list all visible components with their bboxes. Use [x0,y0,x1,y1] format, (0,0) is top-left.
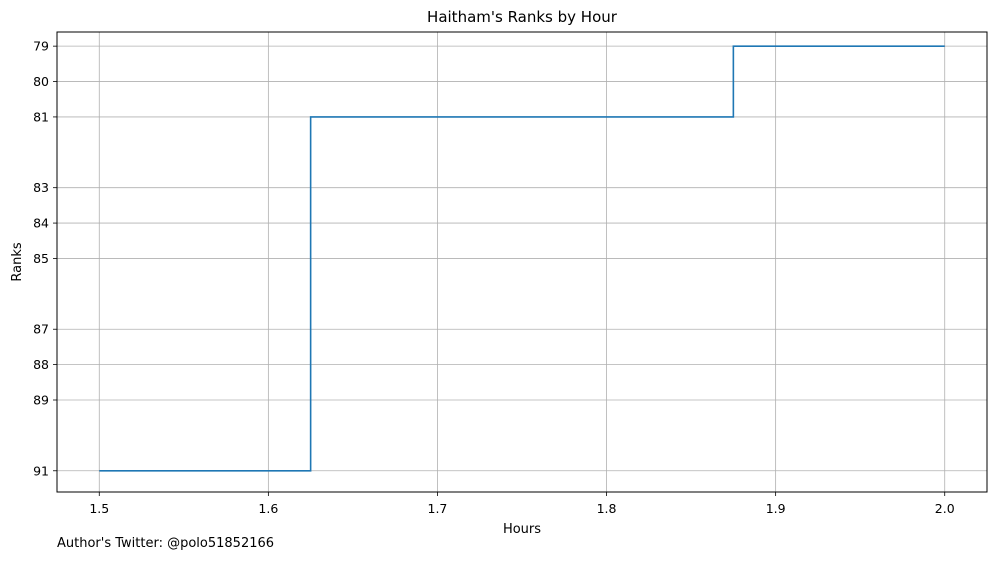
y-tick-label: 87 [33,322,49,337]
y-tick-label: 91 [33,463,49,478]
rank-step-line [99,45,945,472]
x-axis-label: Hours [503,522,541,537]
y-tick-label: 80 [33,74,49,89]
y-tick-label: 89 [33,393,49,408]
author-credit: Author's Twitter: @polo51852166 [57,536,275,551]
series-group [99,45,945,472]
y-axis-label: Ranks [10,242,25,281]
y-tick-label: 88 [33,357,49,372]
x-tick-label: 1.8 [597,501,617,516]
x-axis-ticks: 1.5 1.6 1.7 1.8 1.9 2.0 [89,492,955,516]
y-tick-label: 84 [33,216,49,231]
x-tick-label: 2.0 [935,501,955,516]
x-tick-label: 1.9 [766,501,786,516]
y-tick-label: 85 [33,251,49,266]
y-tick-label: 81 [33,109,49,124]
plot-area-frame [56,31,988,493]
x-tick-label: 1.7 [428,501,448,516]
y-axis-ticks: 79 80 81 83 84 85 87 88 89 91 [33,39,57,478]
x-tick-label: 1.6 [258,501,278,516]
y-tick-label: 79 [33,39,49,54]
chart-title: Haitham's Ranks by Hour [427,8,618,26]
grid [57,32,987,492]
y-tick-label: 83 [33,180,49,195]
x-tick-label: 1.5 [89,501,109,516]
